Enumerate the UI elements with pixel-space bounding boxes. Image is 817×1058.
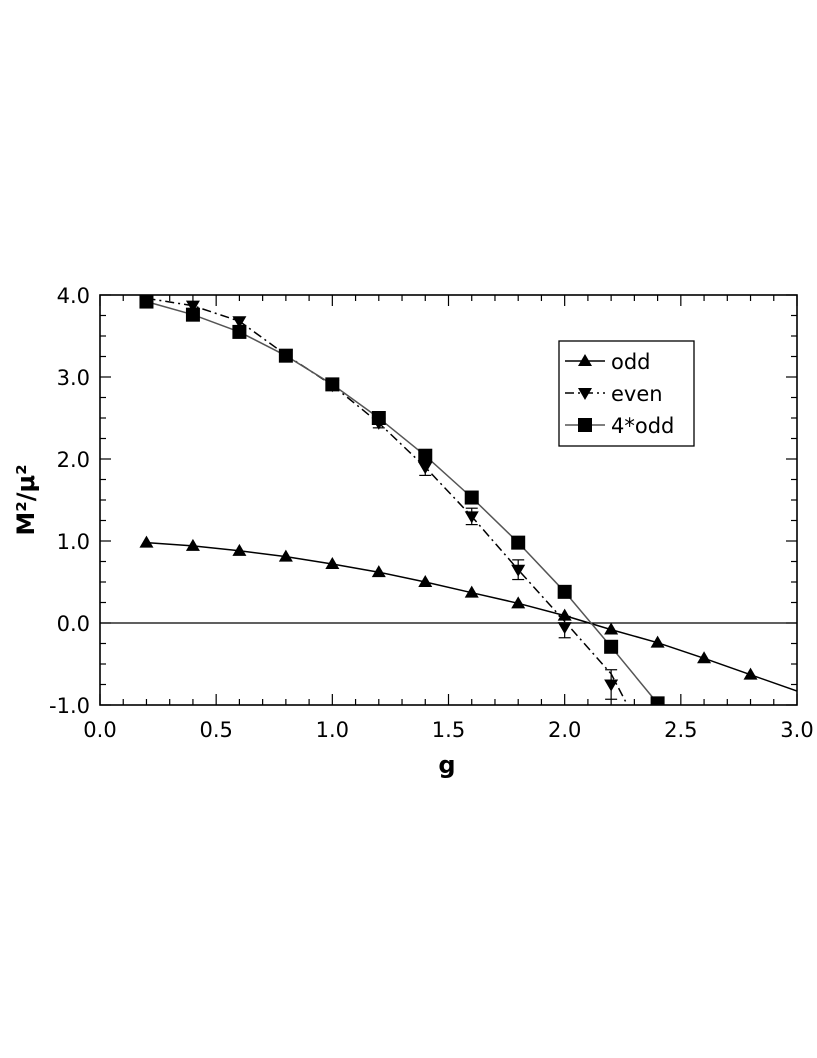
legend-entries xyxy=(565,354,605,432)
x-tick-label: 0.5 xyxy=(199,718,232,742)
error-bars xyxy=(372,417,618,700)
data-point-triangle-down xyxy=(232,316,247,329)
legend-label-even: even xyxy=(611,382,663,406)
plot-frame xyxy=(99,294,798,706)
data-point-triangle-up xyxy=(278,549,293,562)
series-markers xyxy=(139,295,758,705)
data-point-triangle-up xyxy=(650,635,665,648)
series-line-0 xyxy=(146,541,797,692)
data-point-square xyxy=(418,448,433,463)
data-point-square xyxy=(511,535,526,550)
series-line-2 xyxy=(146,300,659,704)
legend-label-odd: odd xyxy=(611,350,651,374)
data-point-square xyxy=(557,584,572,599)
x-tick-label: 3.0 xyxy=(780,718,813,742)
data-point-triangle-up xyxy=(464,585,479,598)
data-point-square xyxy=(325,377,340,392)
data-point-triangle-down xyxy=(604,679,619,692)
x-tick-label: 0.0 xyxy=(83,718,116,742)
data-point-square xyxy=(604,639,619,654)
y-tick-label: 1.0 xyxy=(57,530,90,554)
data-point-triangle-down xyxy=(464,511,479,524)
data-point-triangle-down xyxy=(185,300,200,313)
data-point-triangle-up xyxy=(325,556,340,569)
data-point-square xyxy=(139,295,154,309)
y-tick-label: -1.0 xyxy=(49,694,90,718)
y-axis-title: M²/μ² xyxy=(12,464,40,535)
data-point-square xyxy=(185,307,200,322)
legend: odd even 4*odd xyxy=(558,340,695,447)
data-point-triangle-up xyxy=(371,565,386,578)
data-point-square xyxy=(650,696,665,705)
data-point-triangle-down xyxy=(557,622,572,635)
x-tick-label: 2.5 xyxy=(664,718,697,742)
x-axis-title: g xyxy=(438,751,455,779)
data-point-triangle-up xyxy=(511,596,526,609)
data-point-triangle-down xyxy=(418,462,433,475)
data-point-triangle-up xyxy=(185,538,200,551)
data-point-triangle-up xyxy=(697,651,712,664)
y-tick-label: 4.0 xyxy=(57,284,90,308)
legend-marker-square xyxy=(578,418,592,432)
data-point-triangle-down xyxy=(511,564,526,577)
x-tick-label: 1.5 xyxy=(432,718,465,742)
x-tick-label: 2.0 xyxy=(548,718,581,742)
legend-marker-triangle-up xyxy=(578,354,592,366)
x-tick-labels: 0.0 0.5 1.0 1.5 2.0 2.5 3.0 xyxy=(83,718,813,742)
data-point-triangle-up xyxy=(232,543,247,556)
series-line-1 xyxy=(146,297,629,705)
data-point-triangle-up xyxy=(604,622,619,635)
data-point-triangle-up xyxy=(418,575,433,587)
y-tick-label: 3.0 xyxy=(57,366,90,390)
data-point-square xyxy=(464,490,479,505)
data-point-triangle-up xyxy=(139,535,154,548)
y-tick-labels: 4.0 3.0 2.0 1.0 0.0 -1.0 xyxy=(49,284,90,718)
legend-marker-triangle-down xyxy=(578,388,592,400)
data-point-triangle-up xyxy=(557,608,572,621)
data-point-square xyxy=(232,324,247,339)
legend-label-4odd: 4*odd xyxy=(611,414,674,438)
data-point-triangle-up xyxy=(743,667,758,680)
x-tick-label: 1.0 xyxy=(316,718,349,742)
y-tick-label: 2.0 xyxy=(57,448,90,472)
data-point-square xyxy=(278,348,293,363)
y-tick-label: 0.0 xyxy=(57,612,90,636)
data-point-square xyxy=(371,411,386,425)
